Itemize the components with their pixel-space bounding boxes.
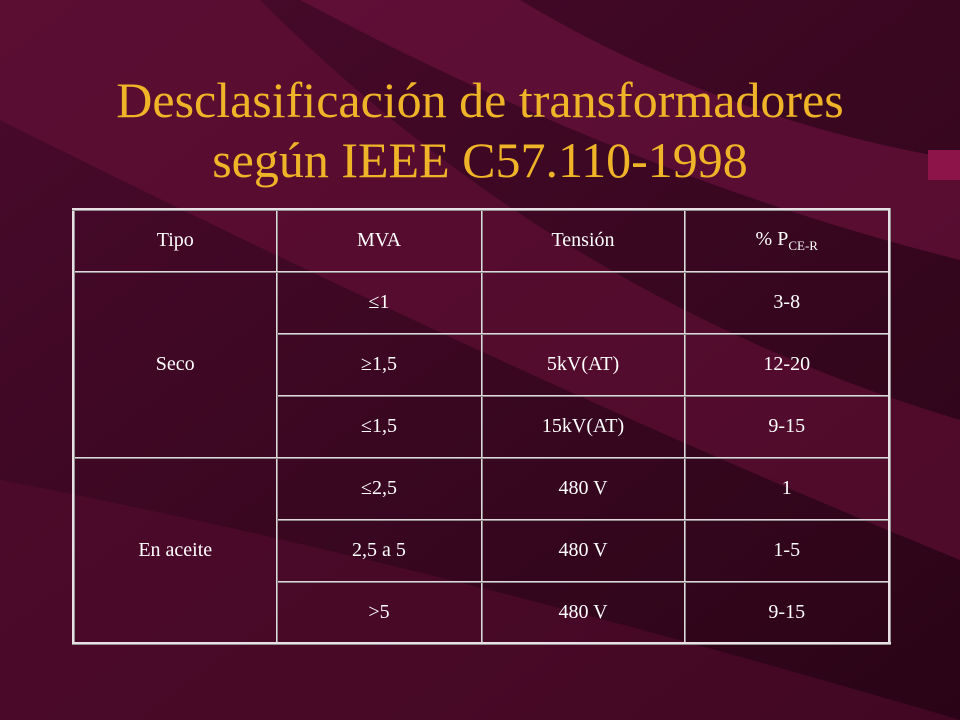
mva-cell: ≤1,5 [275,394,483,459]
row: ≥1,5 5kV(AT) 12-20 [74,332,891,397]
tension-cell [480,270,686,335]
tension-cell: 480 V [480,518,686,583]
row: >5 480 V 9-15 [74,580,891,645]
row: Seco ≤1 3-8 [72,270,891,459]
header-cell: MVA [275,208,483,273]
table: Tipo MVA Tensión% PCE-R Seco ≤1 3-8 ≥1,5 5kV(AT… [72,208,891,645]
header-cell: Tensión [480,208,686,273]
title-line: según IEEE C57.110-1998 [212,132,748,188]
tension-cell: 15kV(AT) [480,394,686,459]
pce-cell: 12-20 [683,332,891,397]
mva-cell: >5 [275,580,483,645]
pce-cell: 9-15 [683,394,891,459]
tipo-cell: Seco [72,270,278,459]
mva-cell: ≥1,5 [275,332,483,397]
header-subscript: CE-R [788,237,818,253]
header-cell: % PCE-R [683,208,891,273]
title-line: Desclasificación de transformadores [116,72,844,128]
mva-cell: ≤1 [275,270,483,335]
tension-cell: 480 V [480,456,686,521]
pce-cell: 9-15 [683,580,891,645]
row: 2,5 a 5 480 V 1-5 [74,518,891,583]
pce-cell: 3-8 [683,270,891,335]
row: ≤1,5 15kV(AT) 9-15 [74,394,891,459]
mva-cell: ≤2,5 [275,456,483,521]
mva-cell: 2,5 a 5 [275,518,483,583]
tension-cell: 480 V [480,580,686,645]
pce-cell: 1-5 [683,518,891,583]
tipo-cell: En aceite [72,456,278,645]
header-row: Tipo MVA Tensión% PCE-R [72,208,891,273]
pce-cell: 1 [683,456,891,521]
header-cell: Tipo [72,208,278,273]
tension-cell: 5kV(AT) [480,332,686,397]
header-text: % P [755,227,789,250]
